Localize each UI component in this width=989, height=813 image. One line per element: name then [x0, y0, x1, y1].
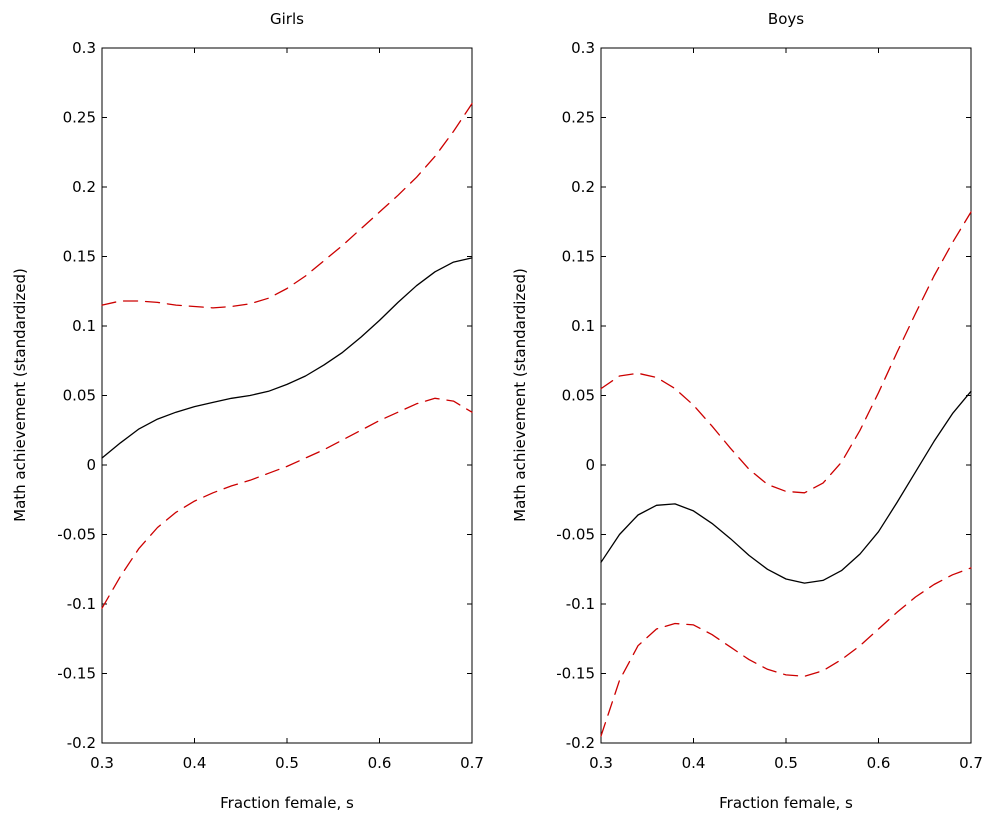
girls-x-tick-label: 0.6: [368, 754, 392, 772]
boys-plot-area: -0.2 -0.15 -0.1 -0.05 0 0.05 0.1 0.15 0.2 0.25 0.3…: [556, 39, 983, 772]
girls-plot-area: -0.2 -0.15 -0.1 -0.05 0 0.05 0.1 0.15 0.2 0.25 0.3…: [57, 39, 484, 772]
girls-title: Girls: [270, 10, 304, 28]
girls-x-tick-label: 0.3: [90, 754, 114, 772]
girls-y-tick-label: 0.3: [72, 39, 96, 57]
boys-y-tick-label: 0.1: [571, 317, 595, 335]
boys-estimate-line: [600, 390, 972, 584]
girls-y-tick-label: 0.05: [63, 387, 96, 405]
boys-x-tick-label: 0.4: [682, 754, 706, 772]
boys-y-tick-label: 0: [585, 456, 595, 474]
girls-y-tick-label: 0: [86, 456, 96, 474]
boys-dashed-band-line-2: [600, 567, 972, 737]
boys-y-tick-label: 0.2: [571, 178, 595, 196]
boys-y-tick-label: 0.05: [562, 387, 595, 405]
boys-panel: Boys Fraction female, s Math achievement…: [511, 10, 983, 812]
girls-y-tick-label: -0.1: [67, 595, 96, 613]
boys-title: Boys: [768, 10, 804, 28]
girls-x-tick-label: 0.5: [275, 754, 299, 772]
girls-y-tick-label: 0.1: [72, 317, 96, 335]
boys-x-tick-label: 0.6: [867, 754, 891, 772]
boys-y-tick-label: -0.15: [556, 665, 595, 683]
boys-y-tick-label: -0.1: [566, 595, 595, 613]
boys-y-tick-label: -0.2: [566, 734, 595, 752]
girls-y-tick-label: 0.15: [63, 248, 96, 266]
girls-x-tick-label: 0.7: [460, 754, 484, 772]
girls-y-tick-label: -0.05: [57, 526, 96, 544]
boys-y-tick-label: -0.05: [556, 526, 595, 544]
boys-x-tick-label: 0.7: [959, 754, 983, 772]
girls-y-tick-label: 0.25: [63, 109, 96, 127]
girls-y-tick-label: -0.2: [67, 734, 96, 752]
girls-panel: Girls Fraction female, s Math achievemen…: [11, 10, 484, 812]
boys-y-axis-label: Math achievement (standardized): [511, 268, 529, 522]
boys-dashed-band-line-1: [600, 211, 972, 494]
girls-dashed-band-line-1: [101, 102, 473, 309]
girls-x-tick-label: 0.4: [183, 754, 207, 772]
girls-estimate-line: [101, 257, 473, 459]
boys-y-tick-label: 0.25: [562, 109, 595, 127]
girls-y-tick-label: 0.2: [72, 178, 96, 196]
boys-y-tick-label: 0.15: [562, 248, 595, 266]
boys-x-axis-label: Fraction female, s: [719, 794, 853, 812]
girls-y-tick-label: -0.15: [57, 665, 96, 683]
girls-dashed-band-line-2: [101, 397, 473, 609]
boys-x-tick-label: 0.3: [589, 754, 613, 772]
boys-x-tick-label: 0.5: [774, 754, 798, 772]
boys-y-tick-label: 0.3: [571, 39, 595, 57]
girls-y-axis-label: Math achievement (standardized): [11, 268, 29, 522]
girls-x-axis-label: Fraction female, s: [220, 794, 354, 812]
